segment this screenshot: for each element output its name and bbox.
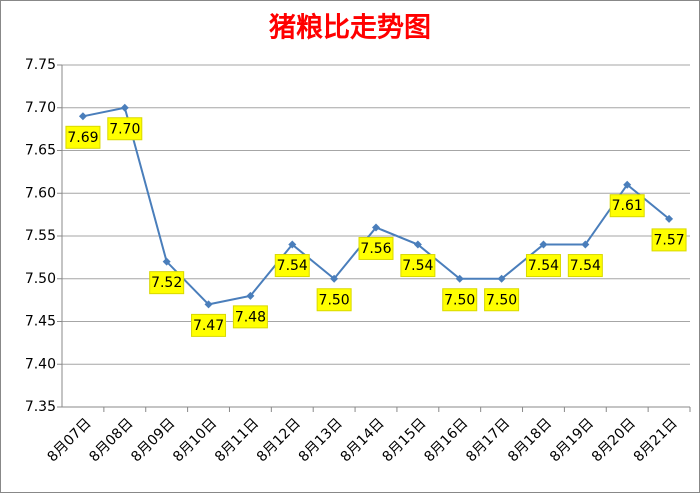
label-box	[149, 271, 185, 295]
label-box	[525, 254, 561, 278]
data-point	[162, 257, 171, 266]
data-point	[330, 274, 339, 283]
y-tick-label: 7.70	[25, 100, 56, 116]
label-box	[107, 117, 143, 141]
data-point	[455, 274, 464, 283]
y-tick-label: 7.35	[25, 399, 56, 415]
data-point	[665, 214, 674, 223]
data-point	[581, 240, 590, 249]
y-tick-label: 7.75	[25, 57, 56, 73]
label-box	[316, 288, 352, 312]
y-tick-label: 7.55	[25, 228, 56, 244]
data-label: 7.70	[109, 121, 140, 137]
data-label: 7.54	[528, 258, 559, 274]
chart-title: 猪粮比走势图	[269, 12, 431, 44]
label-box	[651, 228, 687, 252]
data-label: 7.50	[444, 292, 475, 308]
label-box	[484, 288, 520, 312]
data-label: 7.50	[319, 292, 350, 308]
data-point	[288, 240, 297, 249]
data-point	[413, 240, 422, 249]
label-box	[609, 194, 645, 218]
label-box	[442, 288, 478, 312]
data-point	[120, 103, 129, 112]
data-label: 7.47	[193, 318, 224, 334]
data-label: 7.69	[67, 130, 98, 146]
data-label: 7.54	[402, 258, 433, 274]
data-point	[204, 300, 213, 309]
data-label: 7.56	[360, 241, 391, 257]
label-box	[191, 313, 227, 337]
y-tick-label: 7.40	[25, 356, 56, 372]
data-point	[623, 180, 632, 189]
data-label: 7.54	[277, 258, 308, 274]
data-point	[372, 223, 380, 232]
y-tick-label: 7.45	[25, 314, 56, 330]
y-tick-label: 7.50	[25, 271, 56, 287]
label-box	[65, 125, 101, 149]
y-tick-label: 7.60	[25, 185, 56, 201]
data-label: 7.61	[612, 198, 643, 214]
label-box	[358, 236, 394, 260]
data-label: 7.50	[486, 292, 517, 308]
data-label: 7.57	[653, 232, 684, 248]
y-tick-label: 7.65	[25, 143, 56, 159]
label-box	[567, 254, 603, 278]
data-label: 7.48	[235, 309, 266, 325]
label-box	[400, 254, 436, 278]
data-label: 7.54	[570, 258, 601, 274]
data-point	[78, 112, 87, 121]
data-point	[539, 240, 548, 249]
data-point	[246, 291, 255, 300]
label-box	[274, 254, 310, 278]
label-box	[232, 305, 268, 329]
data-label: 7.52	[151, 275, 182, 291]
data-point	[497, 274, 506, 283]
